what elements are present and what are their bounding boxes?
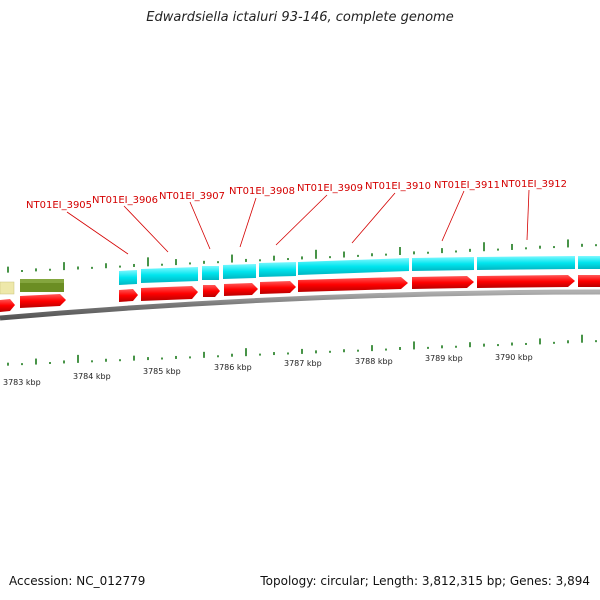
kbp-label: 3785 kbp xyxy=(143,367,181,376)
locus-label[interactable]: NT01EI_3910 xyxy=(365,181,431,192)
kbp-label: 3786 kbp xyxy=(214,363,252,372)
position-labels: 3783 kbp 3784 kbp 3785 kbp 3786 kbp 3787… xyxy=(3,353,533,387)
cds-band-segment[interactable] xyxy=(412,257,474,271)
cds-arrow[interactable] xyxy=(477,275,575,288)
accession-label: Accession: NC_012779 xyxy=(9,574,146,588)
cds-band xyxy=(119,256,600,285)
cds-arrow[interactable] xyxy=(20,294,66,308)
cds-arrow[interactable] xyxy=(141,286,198,301)
locus-label[interactable]: NT01EI_3911 xyxy=(434,180,500,191)
cds-band-segment[interactable] xyxy=(298,258,409,275)
feature-pale[interactable] xyxy=(0,281,15,295)
locus-label[interactable]: NT01EI_3909 xyxy=(297,183,363,194)
cds-band-segment[interactable] xyxy=(578,256,600,269)
kbp-label: 3788 kbp xyxy=(355,357,393,366)
cds-arrow[interactable] xyxy=(260,281,296,294)
cds-band-segment[interactable] xyxy=(259,262,296,277)
cds-arrow[interactable] xyxy=(119,289,138,302)
locus-label[interactable]: NT01EI_3905 xyxy=(26,200,92,211)
locus-label[interactable]: NT01EI_3906 xyxy=(92,195,158,206)
cds-arrow[interactable] xyxy=(578,275,600,287)
cds-band-segment[interactable] xyxy=(477,256,575,270)
gc-skew-ticks-upper xyxy=(7,239,597,273)
cds-arrow[interactable] xyxy=(224,283,258,296)
cds-arrow[interactable] xyxy=(0,299,15,312)
cds-band-segment[interactable] xyxy=(119,270,137,285)
kbp-label: 3790 kbp xyxy=(495,353,533,362)
kbp-label: 3789 kbp xyxy=(425,354,463,363)
map-title: Edwardsiella ictaluri 93-146, complete g… xyxy=(146,10,454,25)
kbp-label: 3783 kbp xyxy=(3,378,41,387)
forward-cds-track xyxy=(0,275,600,312)
genome-backbone xyxy=(0,289,600,321)
kbp-label: 3784 kbp xyxy=(73,372,111,381)
cds-arrow[interactable] xyxy=(203,285,220,297)
genome-summary: Topology: circular; Length: 3,812,315 bp… xyxy=(260,574,590,588)
kbp-label: 3787 kbp xyxy=(284,359,322,368)
cds-band-segment[interactable] xyxy=(141,267,198,283)
cds-arrow[interactable] xyxy=(412,276,474,289)
cds-band-segment[interactable] xyxy=(202,266,219,280)
locus-label[interactable]: NT01EI_3907 xyxy=(159,191,225,202)
gc-skew-ticks-lower xyxy=(7,334,597,366)
cds-band-segment[interactable] xyxy=(223,264,256,279)
cds-arrow[interactable] xyxy=(298,277,408,292)
locus-labels: NT01EI_3905 NT01EI_3906 NT01EI_3907 NT01… xyxy=(26,179,567,255)
locus-label[interactable]: NT01EI_3912 xyxy=(501,179,567,190)
locus-label[interactable]: NT01EI_3908 xyxy=(229,186,295,197)
